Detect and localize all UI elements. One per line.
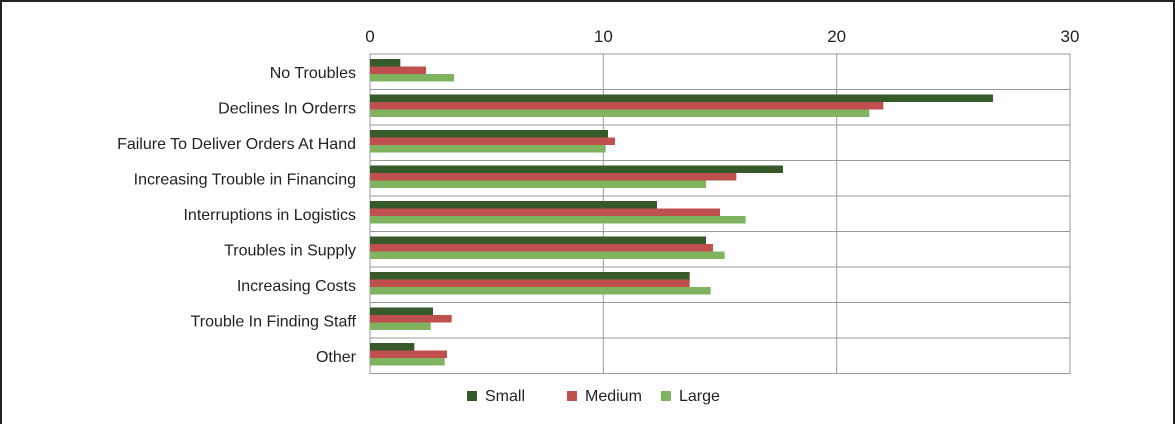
bar-medium [370,137,615,145]
category-label: No Troubles [270,65,356,82]
legend-label: Small [485,388,525,405]
category-label: Increasing Trouble in Financing [134,172,356,189]
bar-large [370,109,870,117]
bar-medium [370,315,452,323]
category-label: Failure To Deliver Orders At Hand [117,136,356,153]
x-tick-label: 0 [365,27,374,46]
bar-small [370,165,783,173]
bar-small [370,130,608,138]
legend: Small Medium Large [467,388,720,405]
bar-medium [370,208,720,216]
legend-swatch [467,391,477,401]
bar-large [370,216,746,224]
category-label: Troubles in Supply [224,243,356,260]
bar-large [370,180,706,188]
grid-layer [369,53,1071,374]
bar-small [370,201,657,209]
bar-small [370,59,401,67]
legend-swatch [567,391,577,401]
axis-layer: 0 10 20 30 No Troubles Declines In Orderrs Fai… [117,27,1079,366]
bar-large [370,251,725,259]
bar-large [370,322,431,330]
bar-medium [370,102,884,110]
category-label: Other [316,349,357,366]
bar-small [370,94,993,102]
x-tick-label: 10 [594,27,613,46]
category-label: Declines In Orderrs [218,101,356,118]
bar-small [370,236,706,244]
legend-label: Large [679,388,720,405]
bar-small [370,343,415,351]
category-label: Interruptions in Logistics [183,207,356,224]
legend-swatch [661,391,671,401]
bar-medium [370,244,713,252]
x-tick-label: 30 [1061,27,1080,46]
category-label: Trouble In Finding Staff [191,314,357,331]
bar-large [370,287,711,295]
x-tick-label: 20 [827,27,846,46]
bar-small [370,272,690,280]
bar-large [370,74,454,82]
bar-medium [370,66,426,74]
bar-large [370,358,445,366]
legend-label: Medium [585,388,642,405]
category-label: Increasing Costs [237,278,356,295]
bar-medium [370,350,447,358]
bar-small [370,307,433,315]
bar-medium [370,173,737,181]
bar-medium [370,279,690,287]
bars-layer [370,59,993,366]
bar-large [370,145,606,153]
